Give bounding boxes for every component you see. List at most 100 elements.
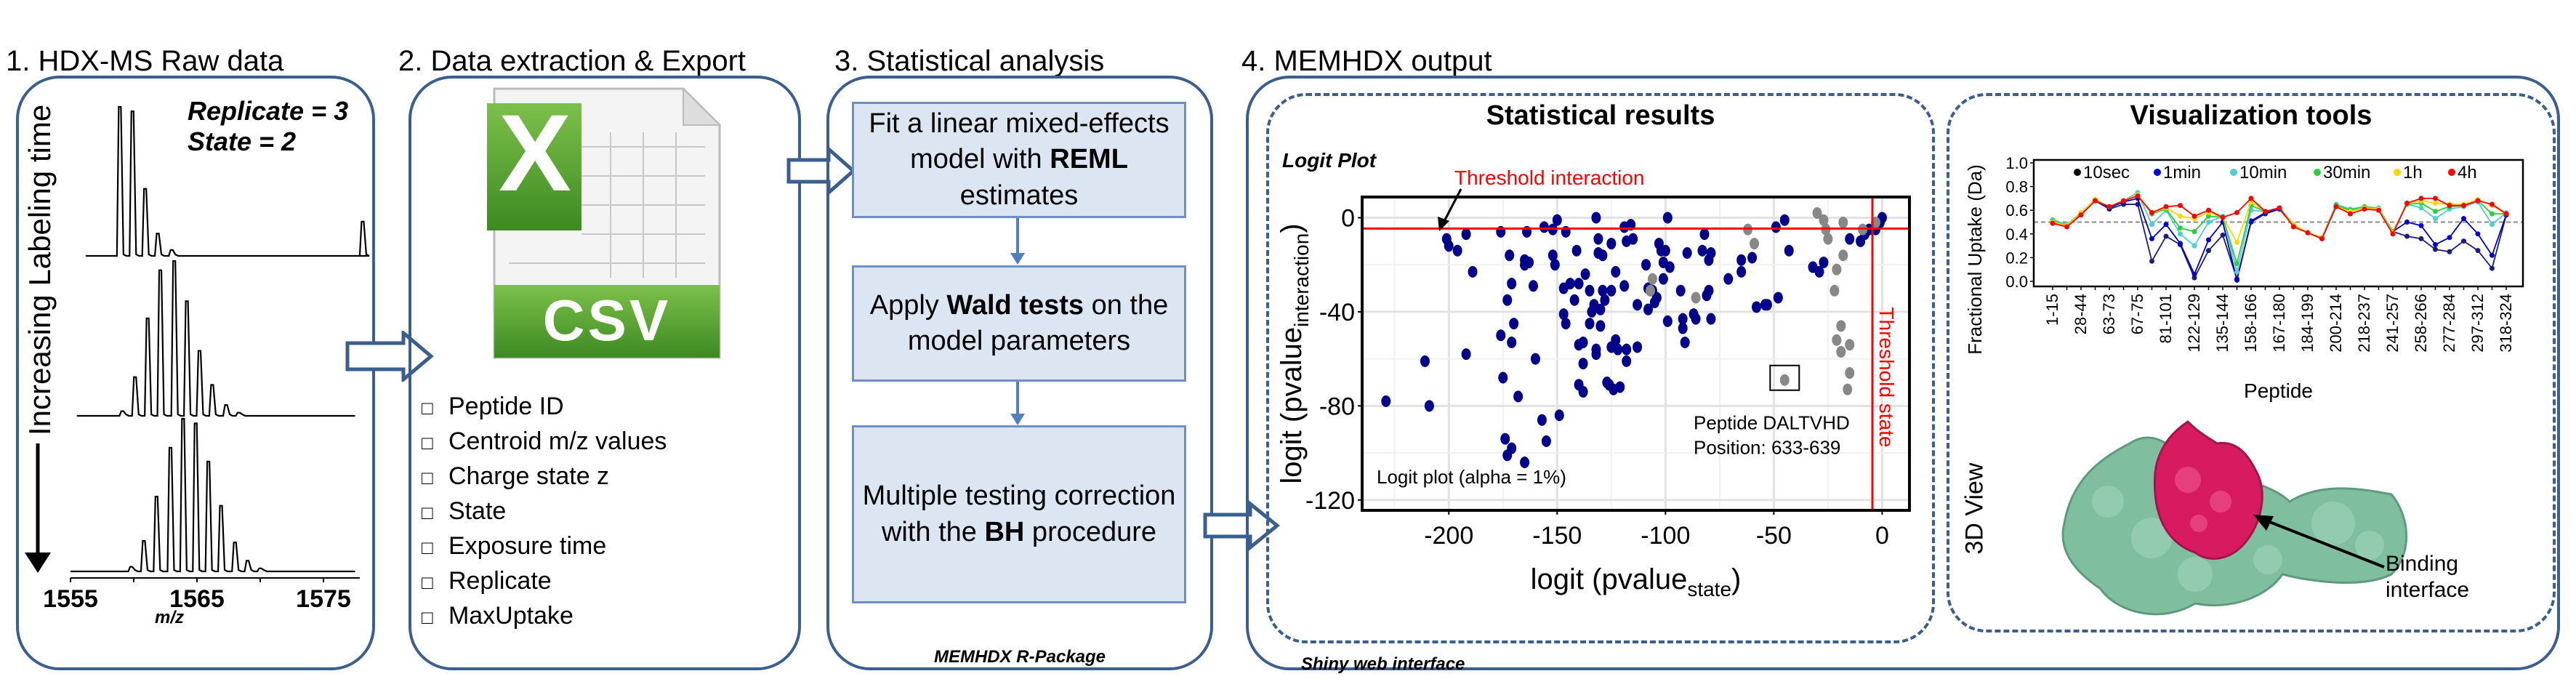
- nonsignificant-point: [1812, 207, 1822, 220]
- uptake-point: [2475, 198, 2481, 204]
- field-label: Centroid m/z values: [448, 427, 667, 455]
- field-label: Replicate: [448, 567, 552, 595]
- significant-point: [1507, 442, 1517, 454]
- peptide-annotation: Peptide DALTVHD: [1694, 412, 1850, 434]
- panel-2-box: [408, 76, 801, 670]
- binding-interface-region: [2153, 420, 2263, 560]
- significant-point: [1845, 233, 1855, 245]
- uptake-point: [2362, 206, 2367, 212]
- uptake-point: [2418, 236, 2424, 241]
- exported-field-item: □ Charge state z: [422, 462, 667, 497]
- significant-point: [1539, 221, 1549, 233]
- down-arrow-1-icon: [1010, 218, 1025, 265]
- significant-point: [1706, 247, 1716, 260]
- uptake-point: [2135, 193, 2141, 199]
- legend-label: 30min: [2323, 163, 2370, 182]
- nonsignificant-point: [1691, 292, 1701, 304]
- uptake-point: [2206, 237, 2211, 243]
- plot-frame: [2032, 158, 2524, 288]
- uptake-point: [2149, 222, 2154, 228]
- panel-4-box: [1246, 76, 2560, 670]
- significant-point: [1585, 318, 1595, 330]
- significant-point: [1444, 240, 1454, 252]
- uptake-point: [2291, 224, 2296, 230]
- field-label: Exposure time: [448, 532, 607, 560]
- significant-point: [1660, 244, 1670, 257]
- uptake-point: [2163, 204, 2169, 209]
- significant-point: [1550, 259, 1560, 271]
- significant-point: [1613, 343, 1623, 355]
- uptake-point: [2433, 216, 2438, 222]
- significant-point: [1606, 238, 1617, 250]
- field-label: MaxUptake: [448, 602, 573, 630]
- legend-label: 4h: [2458, 163, 2477, 182]
- significant-point: [1520, 456, 1530, 468]
- nonsignificant-point: [1845, 339, 1855, 351]
- significant-point: [1651, 292, 1662, 304]
- uptake-point: [2106, 204, 2112, 209]
- uptake-point: [2248, 218, 2254, 224]
- significant-point: [1706, 313, 1716, 325]
- significant-point: [1784, 244, 1794, 257]
- significant-point: [1554, 409, 1564, 422]
- y-tick-label: 0.0: [2005, 273, 2028, 291]
- uptake-point: [2433, 209, 2438, 214]
- uptake-point: [2503, 211, 2509, 217]
- uptake-point: [2206, 248, 2211, 254]
- significant-point: [1500, 433, 1510, 445]
- threshold-arrow-line: [1442, 188, 1462, 223]
- significant-point: [1628, 233, 1638, 245]
- significant-point: [1561, 318, 1571, 330]
- uptake-point: [2348, 211, 2353, 217]
- state-label: State = 2: [188, 126, 297, 156]
- significant-point: [1736, 254, 1747, 266]
- mz-axis-label: m/z: [155, 608, 185, 627]
- uptake-point: [2447, 249, 2452, 254]
- exported-field-item: □ Centroid m/z values: [422, 427, 667, 462]
- nonsignificant-point: [1830, 284, 1840, 297]
- significant-point: [1619, 280, 1630, 292]
- uptake-point: [2404, 220, 2410, 225]
- significant-point: [1819, 256, 1829, 268]
- significant-point: [1622, 355, 1632, 367]
- field-label: State: [448, 497, 507, 525]
- uptake-point: [2078, 212, 2084, 218]
- x-tick-label: -50: [1756, 522, 1792, 550]
- exported-field-item: □ Exposure time: [422, 532, 667, 567]
- significant-point: [1752, 301, 1762, 313]
- significant-point: [1558, 308, 1569, 321]
- uptake-point: [2305, 230, 2311, 236]
- nonsignificant-point: [1645, 284, 1655, 297]
- uptake-point: [2191, 229, 2197, 235]
- y-axis-label: logit (pvalueinteraction): [1276, 223, 1313, 483]
- nonsignificant-point: [1823, 233, 1833, 245]
- csv-x-letter: X: [498, 92, 572, 214]
- significant-point: [1662, 212, 1673, 224]
- uptake-point: [2163, 222, 2169, 228]
- x-tick-label: 28-44: [2072, 294, 2090, 334]
- binding-arrow-icon: [2253, 515, 2385, 569]
- uptake-point: [2433, 246, 2438, 252]
- y-tick-label: 0.6: [2005, 201, 2028, 220]
- uptake-point: [2163, 233, 2169, 239]
- x-tick-label: 63-73: [2100, 294, 2118, 334]
- significant-point: [1606, 284, 1617, 297]
- uptake-point: [2490, 252, 2495, 258]
- significant-point: [1658, 273, 1668, 285]
- y-tick-label: -40: [1319, 299, 1355, 326]
- uptake-point: [2234, 277, 2239, 283]
- x-tick-label: 277-284: [2440, 294, 2458, 353]
- significant-point: [1633, 341, 1643, 353]
- significant-point: [1578, 358, 1588, 370]
- nonsignificant-point: [1838, 216, 1848, 228]
- uptake-point: [2093, 198, 2098, 204]
- significant-point: [1593, 233, 1603, 245]
- nonsignificant-point: [1832, 334, 1842, 346]
- nonsignificant-point: [1819, 214, 1829, 226]
- binding-interface-label: Binding interface: [2386, 552, 2470, 602]
- uptake-point: [2319, 236, 2325, 241]
- mz-tick-label: 1565: [169, 585, 225, 613]
- position-annotation: Position: 633-639: [1694, 437, 1840, 459]
- legend-label: 1min: [2163, 163, 2201, 182]
- panel-1-box: [16, 76, 375, 670]
